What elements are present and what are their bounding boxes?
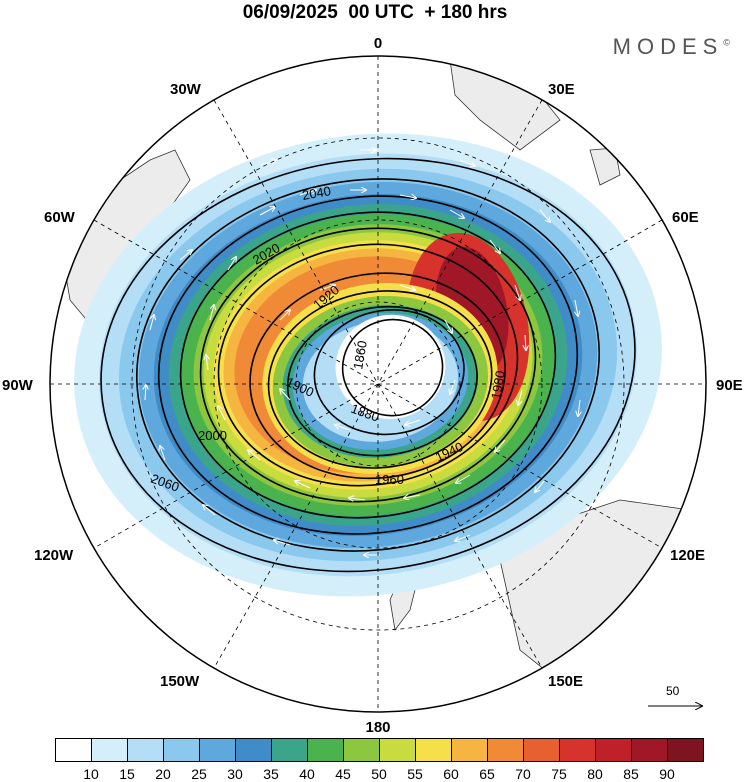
map-border — [49, 55, 707, 713]
colorbar-label: 90 — [659, 766, 675, 782]
reference-vector-label: 50 — [666, 684, 680, 698]
colorbar-swatch — [271, 738, 308, 762]
colorbar-swatch — [55, 738, 92, 762]
colorbar-swatch — [451, 738, 488, 762]
reference-vector-arrow — [648, 684, 706, 714]
colorbar-swatch — [523, 738, 560, 762]
colorbar-swatch — [667, 738, 704, 762]
latitude-circle-outer — [131, 137, 625, 631]
meridian-60w-120e — [93, 219, 663, 549]
colorbar-swatch — [91, 738, 128, 762]
colorbar-label: 65 — [479, 766, 495, 782]
contour-1860 — [341, 318, 444, 417]
polar-map: 0 30E 60E 90E 120E 150E 180 150W 120W 90… — [2, 35, 743, 736]
colorbar-swatch — [343, 738, 380, 762]
contour-labels: 1860 1880 1900 1920 1940 1960 1980 2000 … — [149, 183, 508, 495]
colorbar-swatch — [595, 738, 632, 762]
lon-label-30e: 30E — [548, 81, 575, 98]
meridian-30e-150w — [213, 99, 543, 669]
colorbar-label: 75 — [551, 766, 567, 782]
contour-label-2040: 2040 — [301, 183, 332, 203]
colorbar-label: 45 — [335, 766, 351, 782]
colorbar-swatch — [631, 738, 668, 762]
colorbar-label: 80 — [587, 766, 603, 782]
lon-label-60e: 60E — [672, 209, 699, 226]
colorbar-label: 70 — [515, 766, 531, 782]
colorbar-swatch — [199, 738, 236, 762]
contour-label-1980: 1980 — [488, 369, 508, 400]
contour-2020 — [157, 195, 579, 535]
contour-1980 — [199, 227, 537, 503]
lon-label-180: 180 — [365, 719, 390, 736]
lon-label-60w: 60W — [44, 209, 76, 226]
contour-label-1960: 1960 — [375, 472, 404, 487]
contour-1900 — [286, 305, 478, 457]
copyright-mark: © — [723, 37, 730, 48]
colorbar-label: 30 — [227, 766, 243, 782]
colorbar-label: 60 — [443, 766, 459, 782]
colorbar-swatch — [415, 738, 452, 762]
contour-1880 — [313, 309, 465, 436]
colorbar-label: 55 — [407, 766, 423, 782]
colorbar-swatch — [127, 738, 164, 762]
colorbar-label: 25 — [191, 766, 207, 782]
colorbar-label: 40 — [299, 766, 315, 782]
colorbar-label: 50 — [371, 766, 387, 782]
colorbar-label: 10 — [83, 766, 99, 782]
lon-label-30w: 30W — [170, 81, 202, 98]
brand-name: MODES — [612, 34, 724, 59]
map-title: 06/09/2025 00 UTC + 180 hrs — [242, 2, 508, 23]
lon-label-90e: 90E — [716, 377, 743, 394]
colorbar-swatch — [379, 738, 416, 762]
lon-label-120w: 120W — [34, 547, 74, 564]
meridian-30w-150e — [213, 99, 543, 669]
contour-2000 — [179, 211, 557, 519]
colorbar-label: 20 — [155, 766, 171, 782]
colorbar-label: 35 — [263, 766, 279, 782]
contour-2060 — [100, 157, 636, 573]
contour-label-1860: 1860 — [350, 339, 370, 370]
lon-label-150w: 150W — [160, 673, 200, 690]
colorbar-swatch — [487, 738, 524, 762]
colorbar-label: 85 — [623, 766, 639, 782]
colorbar-label: 15 — [119, 766, 135, 782]
contour-1940 — [249, 272, 506, 480]
colorbar-swatch — [307, 738, 344, 762]
contour-1920 — [267, 290, 493, 469]
brand-logo: MODES© — [613, 34, 730, 60]
lon-label-150e: 150E — [548, 673, 583, 690]
colorbar-swatch — [163, 738, 200, 762]
meridian-60e-120w — [93, 219, 663, 549]
graticule — [50, 56, 706, 712]
wind-arrows — [145, 150, 580, 555]
madagascar — [589, 147, 621, 186]
lon-label-120e: 120E — [670, 547, 705, 564]
map-disc — [59, 59, 706, 691]
contour-1960 — [217, 243, 519, 487]
colorbar-swatch — [559, 738, 596, 762]
colorbar: 10 15 20 25 30 35 40 45 50 55 60 65 70 75 80 85 90 — [55, 738, 704, 782]
contour-2040 — [136, 178, 600, 552]
contour-label-2000: 2000 — [198, 428, 227, 443]
africa — [449, 59, 561, 151]
lon-label-90w: 90W — [2, 377, 34, 394]
height-contours — [100, 157, 636, 573]
colorbar-swatch — [235, 738, 272, 762]
reference-vector: 50 — [646, 684, 706, 714]
lon-label-0: 0 — [374, 35, 382, 52]
